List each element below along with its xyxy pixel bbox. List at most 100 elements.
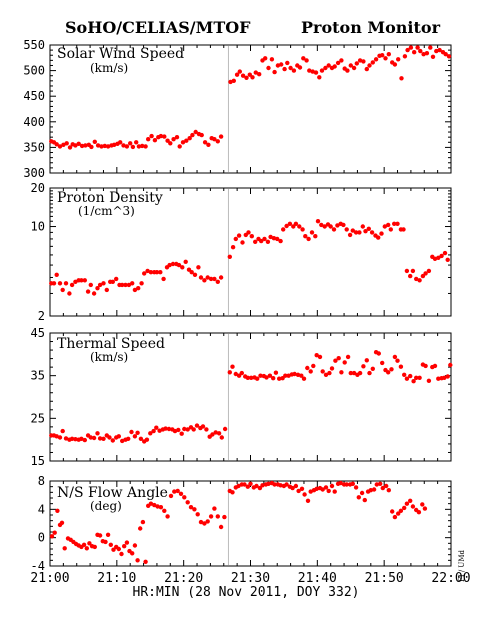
data-point: [309, 230, 315, 235]
data-point: [138, 436, 144, 441]
data-point: [61, 142, 66, 147]
data-point: [323, 372, 329, 377]
data-point: [278, 238, 283, 244]
data-point: [380, 360, 385, 366]
data-point: [245, 484, 250, 489]
data-point: [369, 230, 375, 235]
data-point: [404, 376, 410, 381]
data-point: [73, 279, 78, 284]
data-point: [138, 526, 143, 531]
data-point: [83, 143, 88, 148]
panel-unit: (deg): [90, 499, 122, 513]
data-point: [81, 542, 87, 547]
data-point: [390, 509, 395, 514]
data-point: [105, 144, 111, 149]
data-point: [402, 505, 407, 511]
data-point: [175, 488, 180, 494]
data-point: [140, 519, 146, 525]
y-tick-label: 300: [23, 166, 45, 180]
data-point: [376, 235, 381, 240]
x-tick-label: 21:30: [231, 571, 270, 586]
data-point: [154, 425, 159, 430]
data-point: [245, 375, 250, 380]
data-point: [57, 281, 63, 286]
y-tick-label: 550: [23, 38, 45, 52]
data-point: [195, 512, 200, 517]
data-point: [286, 373, 291, 378]
data-point: [301, 376, 307, 381]
data-point: [180, 140, 186, 145]
data-point: [389, 367, 394, 372]
data-point: [296, 488, 301, 494]
data-point: [370, 60, 375, 65]
data-point: [163, 426, 168, 431]
data-point: [262, 236, 267, 242]
data-point: [362, 497, 367, 503]
data-point: [239, 370, 244, 376]
data-point: [124, 540, 130, 545]
data-point: [410, 268, 416, 274]
data-point: [396, 57, 401, 62]
x-tick-label: 21:00: [30, 571, 69, 586]
data-point: [187, 136, 192, 141]
panel-unit: (km/s): [90, 350, 128, 364]
data-point: [386, 370, 391, 375]
data-point: [383, 56, 388, 61]
panel-solar-wind-speed: 300 350 400 450 500 550 Solar Wind Speed(km/s): [23, 38, 452, 180]
data-point: [366, 226, 371, 231]
data-point: [244, 75, 249, 81]
data-point: [417, 278, 422, 283]
data-point: [317, 354, 323, 360]
data-point: [408, 498, 413, 503]
data-point: [101, 281, 106, 286]
data-point: [348, 370, 353, 376]
y-tick-label: 15: [31, 454, 45, 468]
data-point: [54, 272, 59, 277]
panel-proton-density: 2 10 20 Proton Density(1/cm^3): [31, 181, 452, 323]
data-point: [284, 482, 289, 487]
data-point: [339, 370, 344, 375]
data-point: [437, 47, 442, 53]
data-point: [266, 65, 271, 71]
data-point: [345, 68, 350, 73]
data-point: [269, 57, 275, 62]
data-point: [73, 437, 78, 442]
data-point: [132, 543, 138, 548]
data-point: [258, 373, 263, 378]
data-point: [116, 546, 122, 552]
data-point: [204, 427, 209, 432]
data-point: [339, 58, 344, 63]
data-point: [356, 495, 361, 500]
credit-label: FI / UMd: [458, 549, 466, 581]
data-point: [398, 364, 404, 369]
data-point: [227, 254, 232, 259]
data-point: [231, 78, 236, 84]
data-point: [222, 514, 227, 520]
data-point: [402, 372, 407, 377]
data-point: [259, 238, 264, 244]
data-point: [364, 66, 369, 72]
data-point: [353, 485, 359, 490]
data-point: [97, 533, 103, 538]
data-point: [310, 69, 315, 74]
data-point: [301, 56, 306, 61]
data-point: [323, 65, 328, 71]
data-point: [282, 66, 287, 72]
data-point: [359, 490, 365, 496]
data-point: [101, 436, 106, 441]
data-point: [338, 480, 343, 486]
data-point: [95, 286, 100, 291]
data-point: [233, 371, 238, 377]
data-point: [266, 481, 271, 486]
data-point: [123, 282, 128, 288]
data-point: [246, 230, 251, 235]
data-point: [386, 488, 391, 493]
data-point: [97, 436, 103, 441]
data-point: [272, 69, 277, 75]
data-point: [158, 270, 163, 275]
data-point: [408, 373, 413, 379]
data-point: [329, 483, 335, 489]
data-point: [354, 61, 359, 66]
x-tick-label: 21:40: [298, 571, 337, 586]
data-point: [143, 559, 148, 564]
